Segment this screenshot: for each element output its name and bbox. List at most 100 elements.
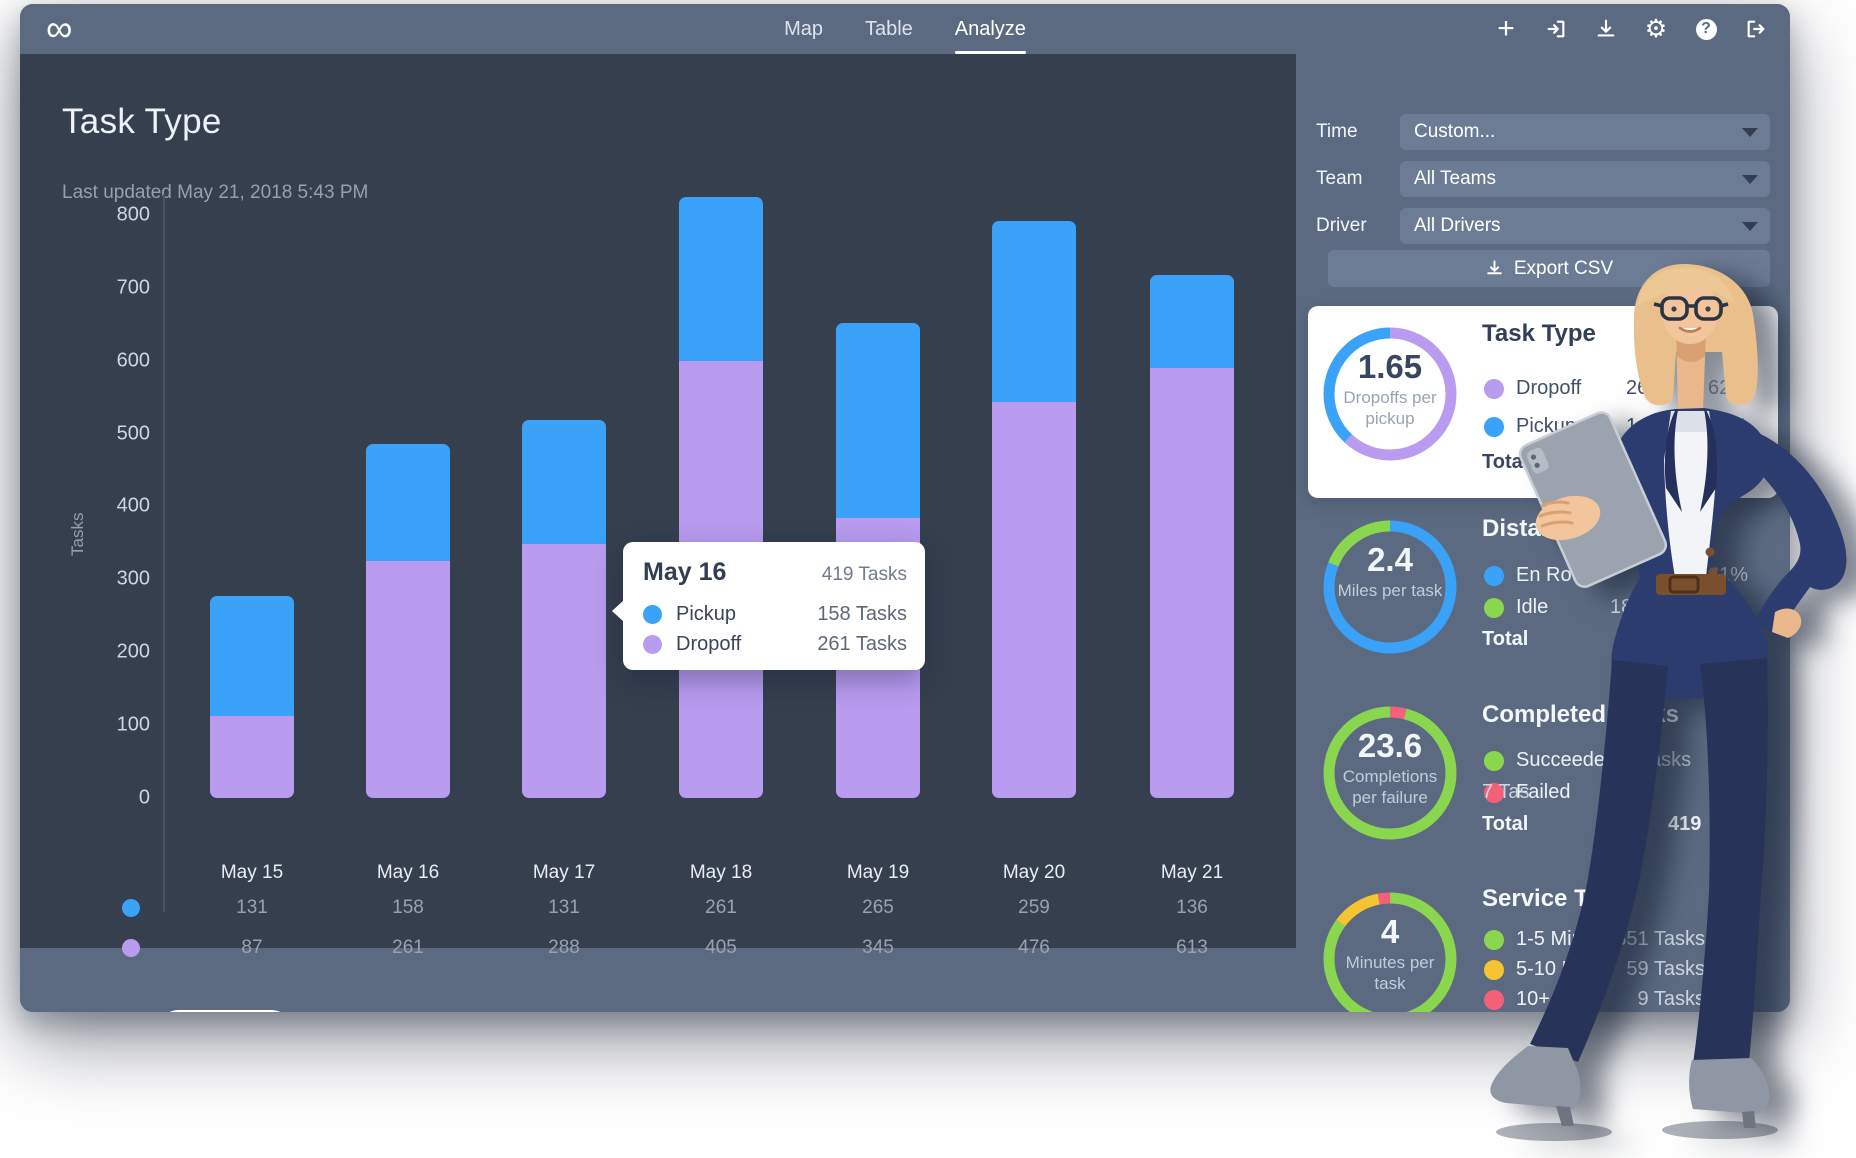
stat-row-idle: Idle 18 19% [1482,593,1748,625]
pickup-count-cell: 136 [1176,897,1208,918]
metric-value: 4 [1380,913,1400,950]
metric-value: 2.4 [1367,541,1413,578]
filter-dropdown-team[interactable]: All Teams [1400,161,1770,197]
bar-may-17[interactable] [522,54,606,798]
chart-tooltip: May 16 419 Tasks Pickup 158 Tasks Dropoff… [612,542,925,670]
settings-gear-icon[interactable]: ⚙ [1644,15,1668,43]
y-tick: 100 [116,713,150,736]
pickup-count-cell: 131 [236,897,268,918]
x-category-label: May 17 [532,862,596,883]
help-icon[interactable]: ? [1694,17,1718,41]
x-category-label: May 18 [689,862,753,883]
group-by-time-day-[interactable]: Time (Day) [160,1010,290,1012]
bar-segment-dropoff[interactable] [366,561,450,798]
stat-section-distance[interactable]: 2.4 Miles per task Distance En Route 81%… [1308,499,1778,685]
stat-section-completed-tasks[interactable]: 23.6 Completions per failure Completed T… [1308,685,1778,871]
legend-dot [1484,990,1504,1010]
bar-may-20[interactable] [992,54,1076,798]
bar-may-18[interactable] [679,54,763,798]
donut-chart-distance: 2.4 Miles per task [1315,512,1465,662]
top-nav-bar: ∞ Map Table Analyze + ⚙? [20,4,1790,54]
dropoff-count-cell: 261 [392,937,424,958]
chevron-down-icon [1742,222,1758,231]
pickup-count-cell: 158 [392,897,424,918]
group-by-driver[interactable]: Driver [1033,1010,1120,1012]
bar-may-21[interactable] [1150,54,1234,798]
bar-segment-dropoff[interactable] [210,716,294,798]
download-icon [1487,260,1502,275]
bar-may-16[interactable] [366,54,450,798]
add-icon[interactable]: + [1497,12,1515,45]
stat-total-row: Total Tasks [1482,451,1748,473]
dropoff-count-cell: 87 [241,937,263,958]
donut-chart-task-type: 1.65 Dropoffs per pickup [1315,319,1465,469]
pickup-row-dot [122,899,140,917]
dropoff-count-cell: 288 [548,937,580,958]
dropoff-count-cell: 613 [1176,937,1208,958]
y-tick: 0 [138,786,150,809]
bar-segment-pickup[interactable] [366,443,450,562]
group-by-time-month-[interactable]: Time (Month) [501,1010,649,1012]
metric-value: 1.65 [1357,348,1423,385]
logout-icon[interactable] [1744,17,1768,41]
group-by-hour-of-day[interactable]: Hour of Day [862,1010,999,1012]
nav-action-icons: + ⚙? [1494,4,1768,54]
filter-dropdown-time[interactable]: Custom... [1400,114,1770,150]
stat-title: Distance [1482,515,1583,542]
stat-row-5-10-min: 5-10 Min 59 Tasks [1482,955,1748,987]
y-tick: 200 [116,640,150,663]
bar-segment-pickup[interactable] [522,419,606,545]
bar-may-15[interactable] [210,54,294,798]
download-icon[interactable] [1594,17,1618,41]
stat-row-1-5-min: 1-5 Min 351 Tasks [1482,925,1748,957]
legend-dot [1484,930,1504,950]
donut-chart-service-time: 4 Minutes per task [1315,884,1465,1012]
chart-panel: Task Type Last updated May 21, 2018 5:43… [20,54,1296,1012]
pickup-count-cell: 259 [1018,897,1050,918]
y-tick: 300 [116,567,150,590]
tab-table[interactable]: Table [864,17,913,40]
tab-map[interactable]: Map [784,17,823,40]
stat-section-service-time[interactable]: 4 Minutes per task Service Time 1-5 Min … [1308,871,1778,1012]
bar-segment-pickup[interactable] [679,196,763,361]
bar-segment-dropoff[interactable] [1150,368,1234,798]
stat-row-pickup: Pickup 1 38% [1482,412,1748,444]
bar-segment-pickup[interactable] [1150,275,1234,368]
bar-segment-pickup[interactable] [992,220,1076,402]
y-tick: 400 [116,494,150,517]
filter-label-team: Team [1316,168,1363,189]
bar-segment-pickup[interactable] [210,596,294,717]
stat-total-row: Total 419 [1482,813,1702,835]
export-csv-button[interactable]: Export CSV [1328,250,1770,287]
bar-segment-dropoff[interactable] [992,401,1076,798]
x-category-label: May 21 [1160,862,1224,883]
y-tick: 600 [116,349,150,372]
legend-dot [1484,783,1504,803]
stat-card-task-type[interactable]: 1.65 Dropoffs per pickup Task Type Dropo… [1308,306,1778,498]
import-icon[interactable] [1544,17,1568,41]
bar-may-19[interactable] [836,54,920,798]
stat-title: Completed Tasks [1482,701,1679,728]
bar-segment-pickup[interactable] [836,322,920,519]
pickup-count-cell: 261 [705,897,737,918]
app-window: ∞ Map Table Analyze + ⚙? Task Type Last upd… [20,4,1790,1012]
stat-row-en-route: En Route 81% [1482,561,1748,593]
legend-dot [1484,417,1504,437]
group-by-day-of-week[interactable]: Day of Week [683,1010,827,1012]
nav-tabs: Map Table Analyze [20,4,1790,54]
filter-label-time: Time [1316,121,1358,142]
bar-segment-dropoff[interactable] [522,544,606,798]
legend-dot [1484,960,1504,980]
y-axis-line [163,194,165,912]
page-title: Task Type [62,102,222,141]
y-tick: 500 [116,422,150,445]
dropoff-row-dot [122,939,140,957]
group-by-time-week-[interactable]: Time (Week) [324,1010,468,1012]
tab-analyze[interactable]: Analyze [954,4,1027,54]
onfleet-logo-icon[interactable]: ∞ [46,8,73,49]
filter-dropdown-driver[interactable]: All Drivers [1400,208,1770,244]
stat-title: Task Type [1482,320,1596,347]
dropoff-count-cell: 345 [862,937,894,958]
stat-row-10-min: 10+ Min 9 Tasks [1482,985,1748,1012]
